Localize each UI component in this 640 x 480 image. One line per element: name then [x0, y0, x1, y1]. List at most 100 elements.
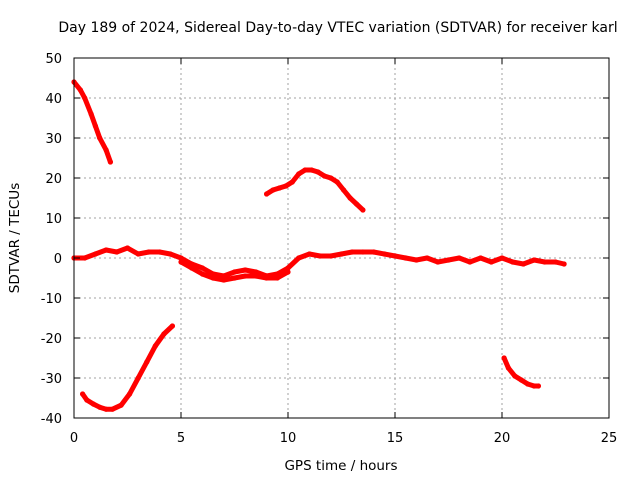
series-arc-1-point — [92, 123, 98, 129]
y-tick-label: -10 — [41, 292, 62, 307]
y-tick-label: 10 — [45, 212, 62, 227]
series-arc-3 — [264, 167, 366, 213]
series-arc-2-point — [169, 323, 175, 329]
series-arc-2-point — [103, 406, 109, 412]
series-arc-3-point — [341, 187, 347, 193]
series-arc-3-point — [283, 183, 289, 189]
series-arc-3-point — [321, 173, 327, 179]
series-arc-3-point — [296, 171, 302, 177]
axis-ticks — [73, 57, 610, 419]
series-arc-4-point — [525, 381, 531, 387]
series-arc-3-point — [334, 179, 340, 185]
series-baseline-point — [520, 261, 527, 267]
series-baseline-point — [146, 249, 152, 255]
series-arc-3-point — [276, 185, 282, 191]
series-baseline-point — [124, 245, 131, 251]
series-baseline-point — [478, 255, 484, 261]
series-baseline-point — [242, 267, 248, 273]
series-arc-1-point — [77, 87, 83, 93]
data-series — [71, 79, 567, 412]
series-baseline-lower-point — [178, 259, 184, 265]
series-arc-1-point — [82, 95, 88, 101]
series-arc-2-point — [84, 397, 90, 403]
series-arc-3-point — [353, 201, 360, 207]
series-baseline-lower-point — [210, 275, 216, 281]
series-baseline-point — [510, 259, 516, 265]
series-baseline-point — [531, 257, 537, 263]
series-arc-1-point — [107, 159, 113, 165]
y-tick-label: 0 — [54, 252, 62, 267]
chart-title: Day 189 of 2024, Sidereal Day-to-day VTE… — [58, 20, 617, 36]
x-tick-label: 25 — [601, 431, 618, 446]
series-baseline-point — [552, 259, 559, 265]
series-arc-4-point — [505, 365, 511, 371]
series-baseline-point — [456, 255, 462, 261]
series-baseline-point — [306, 251, 312, 257]
x-tick-label: 5 — [177, 431, 185, 446]
series-baseline-point — [561, 261, 567, 267]
series-baseline-point — [371, 249, 377, 255]
series-baseline-point — [381, 251, 387, 257]
series-arc-1-point — [88, 111, 94, 117]
x-tick-label: 10 — [280, 431, 297, 446]
series-arc-3-point — [308, 167, 315, 173]
series-baseline-point — [82, 255, 88, 261]
series-baseline-point — [92, 251, 98, 257]
y-axis-label: SDTVAR / TECUs — [7, 183, 23, 293]
series-baseline-point — [103, 247, 109, 253]
series-baseline-lower-point — [274, 275, 280, 281]
series-baseline-point — [424, 255, 430, 261]
series-baseline-point — [328, 253, 334, 259]
series-baseline-point — [467, 259, 473, 265]
series-baseline-point — [445, 257, 452, 263]
series-baseline-point — [338, 251, 345, 257]
series-arc-2-point — [127, 391, 133, 397]
series-baseline-point — [285, 265, 291, 271]
series-arc-3-point — [315, 169, 321, 175]
series-baseline-point — [157, 249, 163, 255]
series-baseline-point — [499, 255, 505, 261]
x-axis-label: GPS time / hours — [284, 458, 397, 474]
series-baseline-lower-point — [264, 275, 270, 281]
series-arc-2-point — [90, 401, 96, 407]
series-arc-2-point — [97, 404, 103, 410]
series-baseline-lower-point — [253, 273, 259, 279]
series-arc-2-point — [161, 331, 167, 337]
series-baseline-point — [178, 255, 184, 261]
series-arc-3-point — [270, 187, 276, 193]
y-tick-label: 40 — [45, 92, 62, 107]
series-arc-3-point — [328, 175, 334, 181]
series-arc-2-point — [135, 375, 141, 381]
y-tick-label: 20 — [45, 172, 62, 187]
series-baseline-lower-point — [242, 273, 248, 279]
series-baseline-lower-point — [231, 275, 238, 281]
y-tick-label: -30 — [41, 372, 62, 387]
x-tick-label: 0 — [70, 431, 78, 446]
series-baseline-lower-point — [199, 271, 205, 277]
series-baseline-point — [253, 269, 259, 275]
plot-frame — [73, 57, 610, 419]
x-tick-label: 20 — [494, 431, 511, 446]
series-baseline-point — [317, 253, 323, 259]
series-arc-2-point — [144, 359, 150, 365]
series-baseline-point — [296, 255, 302, 261]
series-arc-4-point — [531, 383, 537, 389]
series-baseline-point — [167, 251, 173, 257]
series-arc-1-point — [103, 147, 109, 153]
series-baseline-point — [135, 251, 141, 257]
series-baseline-point — [488, 259, 494, 265]
series-baseline-point — [349, 249, 355, 255]
series-baseline-point — [199, 265, 205, 271]
y-tick-label: -40 — [41, 412, 62, 427]
series-arc-3-point — [360, 207, 366, 213]
series-baseline-point — [435, 259, 441, 265]
series-arc-2-point — [80, 391, 86, 397]
series-arc-4-point — [512, 373, 518, 379]
series-arc-1-point — [97, 135, 103, 141]
series-baseline-point — [403, 255, 409, 261]
series-arc-2-point — [118, 402, 124, 408]
series-baseline-point — [231, 269, 238, 275]
series-arc-4-point — [518, 377, 524, 383]
series-arc-2-point — [152, 343, 158, 349]
